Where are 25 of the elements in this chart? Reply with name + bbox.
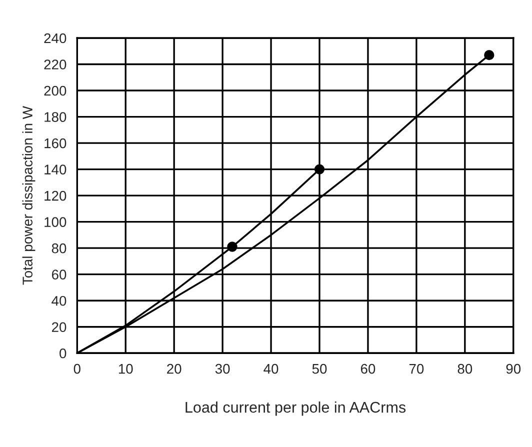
y-tick-label: 80 xyxy=(52,243,66,254)
y-tick-label: 0 xyxy=(60,348,66,358)
y-tick-label: 240 xyxy=(44,33,66,44)
x-tick-label: 30 xyxy=(215,364,230,374)
x-axis-title: Load current per pole in AACrms xyxy=(186,401,406,416)
y-tick-label: 160 xyxy=(44,138,66,148)
x-tick-label: 70 xyxy=(409,364,424,374)
x-tick-label: 10 xyxy=(118,364,133,374)
x-tick-label: 90 xyxy=(506,364,521,374)
y-tick-label: 120 xyxy=(44,190,66,201)
y-tick-label: 40 xyxy=(52,296,66,306)
x-tick-label: 80 xyxy=(458,364,472,374)
y-axis-title: Total power dissipaction in W xyxy=(22,106,36,285)
y-tick-label: 200 xyxy=(44,86,66,96)
x-tick-label: 50 xyxy=(312,364,327,374)
y-tick-label: 220 xyxy=(44,60,66,70)
y-tick-label: 100 xyxy=(44,217,66,227)
x-tick-label: 60 xyxy=(360,364,376,374)
x-tick-label: 20 xyxy=(167,364,182,374)
y-tick-label: 180 xyxy=(44,112,66,122)
y-tick-label: 20 xyxy=(52,322,66,332)
y-tick-label: 60 xyxy=(52,270,66,280)
x-tick-label: 0 xyxy=(74,364,80,374)
x-tick-label: 40 xyxy=(264,364,278,374)
y-tick-label: 140 xyxy=(44,164,66,174)
